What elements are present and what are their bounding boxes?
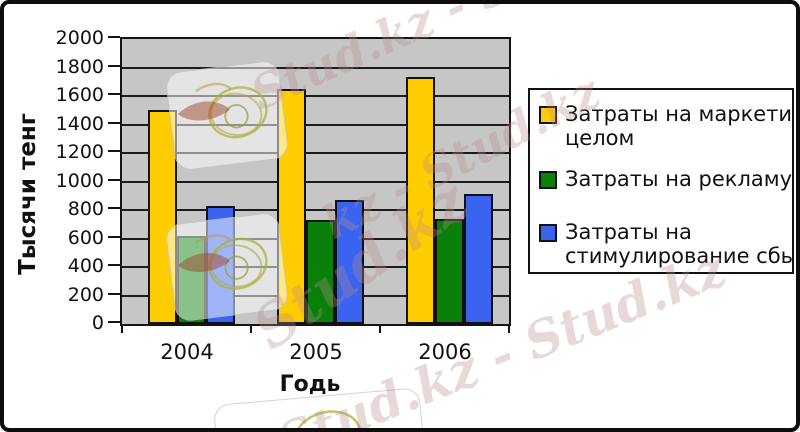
- legend-item-label: Затраты на рекламу: [565, 167, 793, 191]
- gridline: [122, 209, 509, 211]
- plot-area: [120, 37, 511, 326]
- legend: Затраты на маркетин целом Затраты на рекла…: [528, 88, 794, 274]
- y-tick-label: 1200: [55, 141, 104, 163]
- y-axis-title: Тысячи тенг: [15, 113, 41, 275]
- bar-series1-2004: [148, 110, 177, 324]
- x-tick-label: 2006: [418, 340, 472, 364]
- legend-item-series3: Затраты на стимулирование сбы: [539, 220, 794, 268]
- y-tick-mark: [108, 207, 120, 209]
- y-tick-mark: [108, 292, 120, 295]
- bar-series2-2004: [177, 236, 206, 324]
- x-tick-label: 2004: [160, 340, 214, 364]
- x-tick-mark: [121, 325, 123, 333]
- y-tick-mark: [108, 36, 120, 38]
- legend-item-label: Затраты на маркетин целом: [565, 102, 794, 150]
- y-tick-mark: [108, 178, 120, 181]
- bar-series1-2006: [406, 77, 435, 324]
- bar-series2-2005: [306, 220, 335, 324]
- bar-series3-2005: [335, 200, 364, 324]
- y-tick-label: 1400: [55, 112, 104, 135]
- gridline: [122, 152, 509, 154]
- bar-series3-2006: [464, 194, 493, 324]
- gridline: [122, 66, 509, 69]
- y-tick-label: 1000: [55, 169, 104, 192]
- gridline: [122, 180, 509, 183]
- y-tick-label: 800: [67, 198, 104, 220]
- y-tick-mark: [108, 93, 120, 95]
- gridline: [122, 95, 509, 97]
- y-tick-label: 1800: [55, 55, 104, 78]
- y-tick-label: 2000: [55, 27, 104, 49]
- y-tick-mark: [108, 264, 120, 266]
- x-tick-mark: [379, 325, 381, 333]
- y-tick-label: 1600: [55, 84, 104, 106]
- y-tick-mark: [108, 150, 120, 152]
- bar-series2-2006: [435, 219, 464, 324]
- legend-swatch-icon: [539, 224, 557, 242]
- y-tick-mark: [108, 64, 120, 67]
- x-axis-title: Годь: [279, 372, 341, 397]
- bar-series3-2004: [206, 206, 235, 324]
- y-tick-mark: [108, 235, 120, 238]
- legend-swatch-icon: [539, 106, 557, 124]
- gridline: [122, 123, 509, 126]
- y-tick-label: 600: [67, 226, 104, 249]
- x-tick-label: 2005: [289, 340, 343, 364]
- x-tick-mark: [250, 325, 252, 333]
- legend-item-series1: Затраты на маркетин целом: [539, 102, 794, 150]
- y-tick-label: 200: [67, 283, 104, 306]
- y-tick-label: 0: [91, 312, 104, 334]
- bar-series1-2005: [277, 89, 306, 324]
- legend-item-label: Затраты на стимулирование сбы: [565, 220, 794, 268]
- legend-swatch-icon: [539, 171, 557, 189]
- x-tick-mark: [508, 325, 510, 333]
- legend-item-series2: Затраты на рекламу: [539, 167, 792, 191]
- y-tick-mark: [108, 121, 120, 124]
- y-tick-label: 400: [67, 255, 104, 277]
- y-tick-mark: [108, 321, 120, 323]
